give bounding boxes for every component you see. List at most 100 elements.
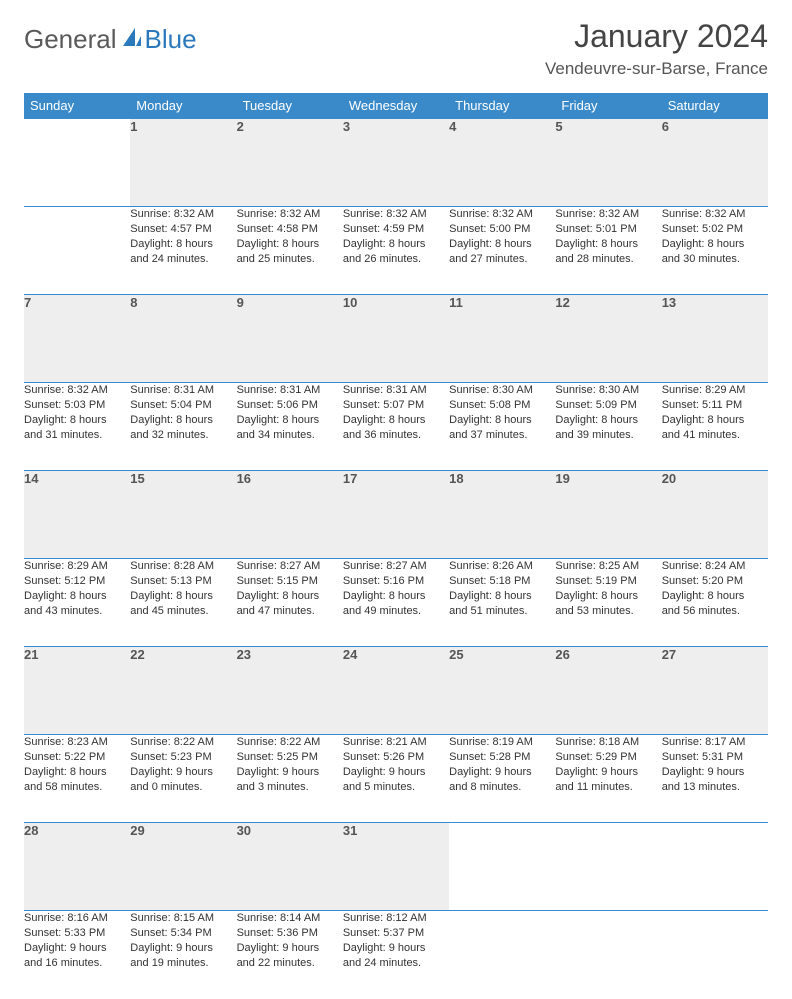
daylight-line-2: and 45 minutes.: [130, 604, 236, 619]
sunset-line: Sunset: 5:16 PM: [343, 574, 449, 589]
day-number-cell: [24, 119, 130, 207]
day-number-cell: 22: [130, 647, 236, 735]
sunrise-line: Sunrise: 8:31 AM: [343, 383, 449, 398]
daylight-line-1: Daylight: 9 hours: [343, 941, 449, 956]
calendar-week-daynums: 123456: [24, 119, 768, 207]
sunset-line: Sunset: 4:59 PM: [343, 222, 449, 237]
weekday-header: Tuesday: [237, 93, 343, 119]
day-body-cell: Sunrise: 8:32 AMSunset: 5:03 PMDaylight:…: [24, 383, 130, 471]
day-body-cell: [662, 911, 768, 999]
sunrise-line: Sunrise: 8:18 AM: [555, 735, 661, 750]
daylight-line-1: Daylight: 8 hours: [130, 237, 236, 252]
day-body-cell: Sunrise: 8:28 AMSunset: 5:13 PMDaylight:…: [130, 559, 236, 647]
day-body-cell: Sunrise: 8:23 AMSunset: 5:22 PMDaylight:…: [24, 735, 130, 823]
calendar-week-bodies: Sunrise: 8:29 AMSunset: 5:12 PMDaylight:…: [24, 559, 768, 647]
sunset-line: Sunset: 5:13 PM: [130, 574, 236, 589]
daylight-line-1: Daylight: 9 hours: [237, 941, 343, 956]
day-number-cell: [555, 823, 661, 911]
sunset-line: Sunset: 5:36 PM: [237, 926, 343, 941]
daylight-line-2: and 43 minutes.: [24, 604, 130, 619]
daylight-line-1: Daylight: 9 hours: [130, 941, 236, 956]
sunset-line: Sunset: 5:23 PM: [130, 750, 236, 765]
day-number-cell: 25: [449, 647, 555, 735]
daylight-line-2: and 28 minutes.: [555, 252, 661, 267]
day-number-cell: 30: [237, 823, 343, 911]
daylight-line-1: Daylight: 8 hours: [24, 413, 130, 428]
daylight-line-1: Daylight: 9 hours: [449, 765, 555, 780]
daylight-line-1: Daylight: 8 hours: [449, 237, 555, 252]
day-body-cell: Sunrise: 8:21 AMSunset: 5:26 PMDaylight:…: [343, 735, 449, 823]
sunset-line: Sunset: 5:01 PM: [555, 222, 661, 237]
daylight-line-2: and 41 minutes.: [662, 428, 768, 443]
daylight-line-2: and 16 minutes.: [24, 956, 130, 971]
sunset-line: Sunset: 5:22 PM: [24, 750, 130, 765]
daylight-line-1: Daylight: 9 hours: [343, 765, 449, 780]
day-body-cell: Sunrise: 8:22 AMSunset: 5:23 PMDaylight:…: [130, 735, 236, 823]
weekday-header: Sunday: [24, 93, 130, 119]
sunrise-line: Sunrise: 8:23 AM: [24, 735, 130, 750]
daylight-line-1: Daylight: 8 hours: [343, 589, 449, 604]
day-body-cell: Sunrise: 8:19 AMSunset: 5:28 PMDaylight:…: [449, 735, 555, 823]
day-body-cell: Sunrise: 8:31 AMSunset: 5:06 PMDaylight:…: [237, 383, 343, 471]
weekday-header: Wednesday: [343, 93, 449, 119]
calendar-table: SundayMondayTuesdayWednesdayThursdayFrid…: [24, 93, 768, 999]
day-number-cell: 28: [24, 823, 130, 911]
sunrise-line: Sunrise: 8:12 AM: [343, 911, 449, 926]
daylight-line-1: Daylight: 8 hours: [24, 589, 130, 604]
day-number-cell: 17: [343, 471, 449, 559]
day-body-cell: Sunrise: 8:32 AMSunset: 5:02 PMDaylight:…: [662, 207, 768, 295]
day-number-cell: 15: [130, 471, 236, 559]
sunrise-line: Sunrise: 8:17 AM: [662, 735, 768, 750]
day-body-cell: Sunrise: 8:26 AMSunset: 5:18 PMDaylight:…: [449, 559, 555, 647]
sunrise-line: Sunrise: 8:30 AM: [449, 383, 555, 398]
daylight-line-1: Daylight: 9 hours: [24, 941, 130, 956]
day-body-cell: [24, 207, 130, 295]
sunset-line: Sunset: 5:12 PM: [24, 574, 130, 589]
day-number-cell: 29: [130, 823, 236, 911]
daylight-line-2: and 56 minutes.: [662, 604, 768, 619]
weekday-header: Friday: [555, 93, 661, 119]
sunset-line: Sunset: 5:03 PM: [24, 398, 130, 413]
sunset-line: Sunset: 5:08 PM: [449, 398, 555, 413]
day-body-cell: Sunrise: 8:32 AMSunset: 4:57 PMDaylight:…: [130, 207, 236, 295]
daylight-line-2: and 49 minutes.: [343, 604, 449, 619]
sunset-line: Sunset: 5:18 PM: [449, 574, 555, 589]
daylight-line-2: and 13 minutes.: [662, 780, 768, 795]
daylight-line-1: Daylight: 8 hours: [449, 589, 555, 604]
day-body-cell: Sunrise: 8:31 AMSunset: 5:04 PMDaylight:…: [130, 383, 236, 471]
daylight-line-2: and 22 minutes.: [237, 956, 343, 971]
calendar-weekday-header: SundayMondayTuesdayWednesdayThursdayFrid…: [24, 93, 768, 119]
calendar-week-daynums: 21222324252627: [24, 647, 768, 735]
sunrise-line: Sunrise: 8:14 AM: [237, 911, 343, 926]
day-number-cell: 10: [343, 295, 449, 383]
sunset-line: Sunset: 5:31 PM: [662, 750, 768, 765]
sunrise-line: Sunrise: 8:15 AM: [130, 911, 236, 926]
daylight-line-1: Daylight: 8 hours: [555, 413, 661, 428]
daylight-line-2: and 47 minutes.: [237, 604, 343, 619]
daylight-line-2: and 32 minutes.: [130, 428, 236, 443]
calendar-week-bodies: Sunrise: 8:23 AMSunset: 5:22 PM Daylight:…: [24, 735, 768, 823]
brand-logo: General Blue: [24, 24, 197, 55]
day-body-cell: [449, 911, 555, 999]
day-number-cell: 5: [555, 119, 661, 207]
sunrise-line: Sunrise: 8:32 AM: [343, 207, 449, 222]
daylight-line-2: and 5 minutes.: [343, 780, 449, 795]
daylight-line-2: and 58 minutes.: [24, 780, 130, 795]
day-body-cell: Sunrise: 8:14 AMSunset: 5:36 PMDaylight:…: [237, 911, 343, 999]
day-number-cell: 6: [662, 119, 768, 207]
sunset-line: Sunset: 5:19 PM: [555, 574, 661, 589]
daylight-line-2: and 30 minutes.: [662, 252, 768, 267]
sunrise-line: Sunrise: 8:31 AM: [237, 383, 343, 398]
sunrise-line: Sunrise: 8:27 AM: [343, 559, 449, 574]
sunset-line: Sunset: 5:07 PM: [343, 398, 449, 413]
day-number-cell: [449, 823, 555, 911]
sunset-line: Sunset: 4:57 PM: [130, 222, 236, 237]
sunrise-line: Sunrise: 8:22 AM: [130, 735, 236, 750]
sail-icon: [121, 24, 143, 55]
day-number-cell: 13: [662, 295, 768, 383]
day-number-cell: 31: [343, 823, 449, 911]
sunrise-line: Sunrise: 8:22 AM: [237, 735, 343, 750]
daylight-line-1: Daylight: 8 hours: [343, 237, 449, 252]
daylight-line-1: Daylight: 8 hours: [237, 237, 343, 252]
daylight-line-1: Daylight: 9 hours: [662, 765, 768, 780]
